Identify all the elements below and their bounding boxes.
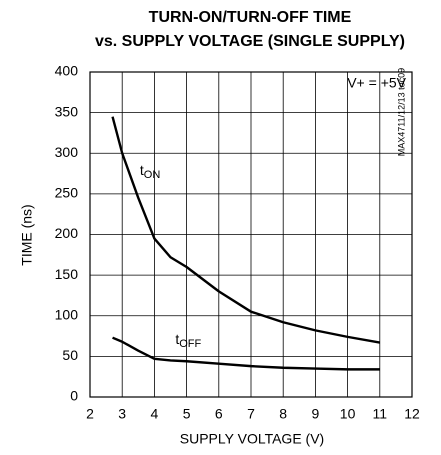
x-tick-label: 8 — [279, 406, 287, 422]
x-tick-label: 2 — [86, 406, 94, 422]
y-tick-label: 250 — [55, 185, 79, 201]
x-tick-label: 3 — [118, 406, 126, 422]
x-axis-label: SUPPLY VOLTAGE (V) — [180, 431, 324, 447]
chart-title: TURN-ON/TURN-OFF TIME — [149, 9, 352, 26]
x-tick-label: 6 — [215, 406, 223, 422]
series-label-sub: OFF — [179, 338, 201, 350]
y-tick-label: 400 — [55, 63, 79, 79]
series-label-sub: ON — [144, 169, 161, 181]
x-tick-label: 11 — [373, 406, 388, 422]
y-tick-label: 100 — [55, 306, 79, 322]
annotation: MAX4711/12/13 toc09 — [396, 68, 406, 156]
series-label-base: t — [175, 331, 179, 347]
x-tick-label: 12 — [404, 406, 420, 422]
y-tick-label: 300 — [55, 144, 79, 160]
series-label: tON — [140, 162, 160, 181]
y-tick-label: 0 — [70, 388, 78, 404]
x-tick-label: 5 — [183, 406, 191, 422]
y-tick-label: 350 — [55, 103, 79, 119]
y-tick-label: 150 — [55, 266, 79, 282]
x-tick-label: 4 — [151, 406, 159, 422]
line — [112, 336, 380, 371]
y-tick-label: 50 — [62, 347, 78, 363]
y-tick-label: 200 — [55, 225, 79, 241]
line — [111, 116, 381, 344]
x-tick-label: 10 — [340, 406, 356, 422]
x-tick-label: 7 — [247, 406, 255, 422]
chart-title: vs. SUPPLY VOLTAGE (SINGLE SUPPLY) — [95, 33, 405, 50]
y-axis-label: TIME (ns) — [19, 204, 35, 265]
series-label-base: t — [140, 162, 144, 178]
annotation: V+ = +5V — [347, 75, 406, 91]
series-label: tOFF — [175, 331, 201, 350]
x-tick-label: 9 — [312, 406, 320, 422]
